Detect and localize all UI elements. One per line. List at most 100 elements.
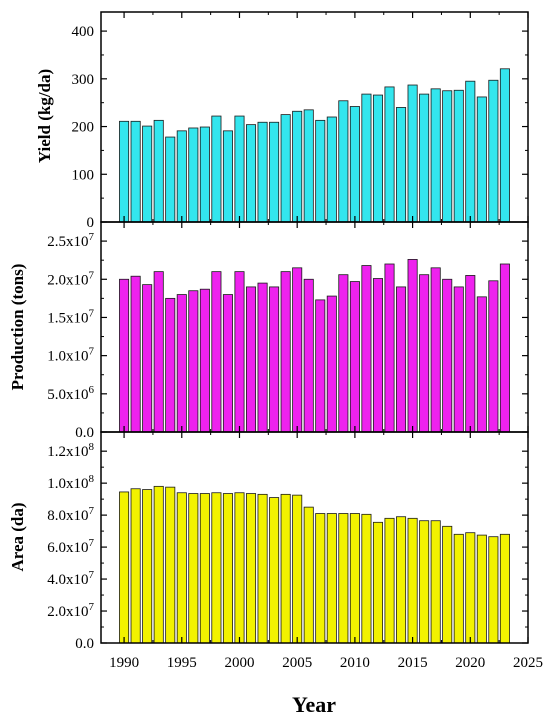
bar-1999 [222, 493, 233, 644]
y-tick-label: 400 [72, 24, 95, 40]
y-tick-label: 2.0x107 [47, 269, 94, 288]
bar-2005 [292, 110, 303, 223]
bar-2010 [349, 281, 360, 433]
bar-2007 [315, 299, 326, 433]
bar-2015 [407, 259, 418, 433]
bar-2002 [257, 282, 268, 433]
bar-2012 [372, 278, 383, 433]
bar-2013 [384, 86, 395, 223]
bar-1996 [188, 493, 199, 644]
bar-2012 [372, 521, 383, 644]
bar-2009 [338, 513, 349, 644]
bar-2000 [234, 271, 245, 433]
bar-1999 [222, 294, 233, 433]
bar-2003 [269, 286, 280, 433]
bar-1995 [176, 294, 187, 433]
y-tick-label: 2.5x107 [47, 231, 94, 250]
bar-2006 [303, 278, 314, 433]
bar-2015 [407, 84, 418, 223]
bar-2000 [234, 492, 245, 644]
bar-2019 [453, 286, 464, 433]
bar-2000 [234, 115, 245, 223]
bar-2006 [303, 506, 314, 644]
yield-axis-label: Yield (kg/da) [35, 69, 54, 163]
x-tick-label: 1995 [167, 655, 197, 671]
bar-2021 [476, 534, 487, 644]
bar-1997 [199, 288, 210, 433]
bar-1994 [165, 297, 176, 433]
bar-2023 [499, 263, 510, 433]
bar-1995 [176, 130, 187, 223]
bar-1993 [153, 485, 164, 644]
bar-2020 [465, 80, 476, 223]
bar-1995 [176, 492, 187, 644]
bar-2016 [419, 274, 430, 433]
x-axis-label: Year [292, 692, 336, 717]
bar-1998 [211, 115, 222, 223]
bar-1992 [142, 489, 153, 644]
bar-2017 [430, 267, 441, 433]
bar-1990 [119, 120, 130, 223]
bar-1991 [130, 488, 141, 644]
bar-2021 [476, 296, 487, 433]
bar-2005 [292, 267, 303, 433]
y-tick-label: 1.2x108 [47, 441, 94, 460]
bar-2016 [419, 520, 430, 644]
bar-2002 [257, 493, 268, 644]
bar-2018 [442, 525, 453, 644]
bar-2023 [499, 533, 510, 644]
bar-2019 [453, 89, 464, 223]
bar-2014 [396, 516, 407, 644]
bar-1990 [119, 491, 130, 644]
bar-2004 [280, 271, 291, 433]
bar-2017 [430, 520, 441, 644]
bar-1992 [142, 284, 153, 433]
y-tick-label: 0.0 [75, 636, 94, 652]
bar-1997 [199, 126, 210, 223]
y-tick-label: 100 [72, 167, 95, 183]
bar-2014 [396, 286, 407, 433]
bar-2008 [326, 513, 337, 644]
bar-2005 [292, 494, 303, 644]
bar-1998 [211, 492, 222, 644]
bar-1990 [119, 278, 130, 433]
y-tick-label: 1.5x107 [47, 307, 94, 326]
bar-1991 [130, 275, 141, 433]
bar-2021 [476, 96, 487, 223]
bar-1994 [165, 486, 176, 644]
y-tick-label: 2.0x107 [47, 601, 94, 620]
bar-1999 [222, 130, 233, 223]
bar-1993 [153, 119, 164, 223]
area-plot-area: 0.0 2.0x107 4.0x107 6.0x107 8.0x107 1.0x108 1.… [47, 431, 529, 652]
x-tick-label: 1990 [109, 655, 139, 671]
bar-2004 [280, 493, 291, 644]
bar-2022 [488, 280, 499, 433]
y-tick-label: 0 [87, 215, 95, 231]
bar-1996 [188, 127, 199, 223]
bar-2008 [326, 116, 337, 223]
bar-2011 [361, 265, 372, 433]
bar-2001 [246, 286, 257, 433]
bar-2007 [315, 119, 326, 223]
bar-2006 [303, 109, 314, 223]
y-tick-label: 4.0x107 [47, 569, 94, 588]
y-tick-label: 1.0x108 [47, 473, 94, 492]
plot-frame [100, 221, 529, 433]
panel-area: Area (da) 0.0 2.0x107 4.0x107 6.0x107 8.0x10… [8, 431, 529, 652]
bar-2019 [453, 533, 464, 644]
x-tick-label: 2000 [224, 655, 254, 671]
y-tick-label: 1.0x107 [47, 346, 94, 365]
bar-2018 [442, 90, 453, 223]
production-plot-area: 0.0 5.0x106 1.0x107 1.5x107 2.0x107 2.5x107 [47, 221, 529, 441]
bar-2010 [349, 106, 360, 223]
bar-1991 [130, 120, 141, 223]
bar-1993 [153, 271, 164, 433]
bar-2004 [280, 114, 291, 223]
bar-2009 [338, 100, 349, 223]
y-tick-label: 5.0x106 [47, 384, 94, 403]
bar-2014 [396, 107, 407, 223]
bar-2001 [246, 493, 257, 644]
panel-production: Production (tons) 0.0 5.0x106 1.0x107 1.5x1… [8, 221, 529, 441]
x-tick-label: 2020 [455, 655, 485, 671]
